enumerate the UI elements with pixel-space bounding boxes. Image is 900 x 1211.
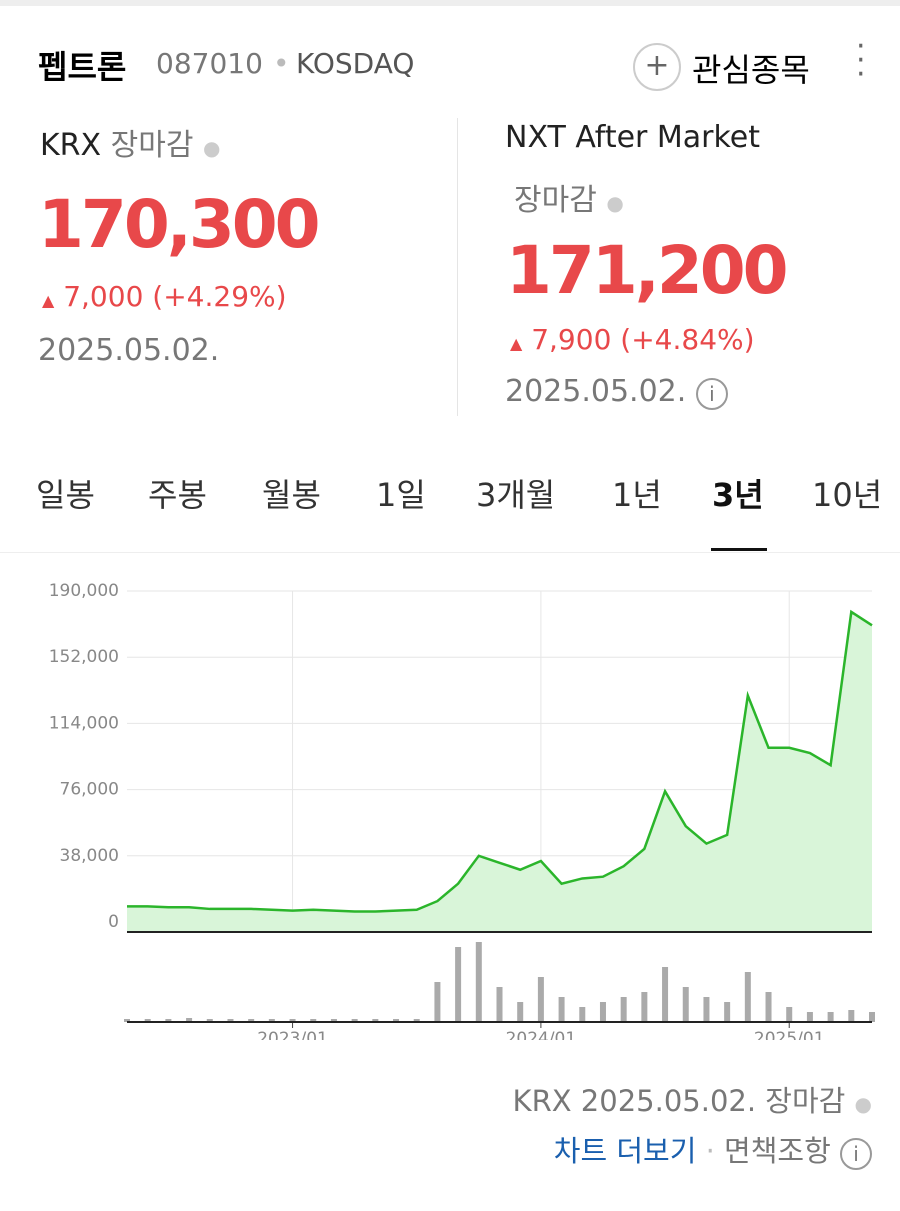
disclaimer-link[interactable]: 면책조항: [724, 1134, 831, 1168]
volume-bar: [289, 1019, 296, 1022]
period-tab[interactable]: 1년: [612, 476, 662, 514]
volume-bar: [372, 1019, 379, 1022]
change-pct: (+4.29%): [152, 280, 287, 313]
divider: [457, 118, 458, 416]
period-tab[interactable]: 월봉: [262, 476, 321, 514]
volume-bar: [227, 1019, 234, 1022]
x-tick-label: 2023/01: [257, 1029, 328, 1040]
volume-bar: [599, 1002, 606, 1022]
volume-bar: [330, 1019, 337, 1022]
status: 장마감: [110, 128, 194, 163]
market: KOSDAQ: [296, 47, 415, 80]
volume-bar: [413, 1019, 420, 1022]
volume-bar: [517, 1002, 524, 1022]
krx-date: 2025.05.02.: [38, 333, 220, 368]
volume-bar: [744, 972, 751, 1022]
volume-bar: [393, 1019, 400, 1022]
change-pct: (+4.84%): [620, 323, 755, 356]
nxt-venue: NXT After Market: [505, 120, 761, 155]
volume-bar: [703, 997, 710, 1022]
volume-bar: [165, 1019, 172, 1022]
top-shadow: [0, 0, 900, 6]
volume-bar: [455, 947, 462, 1022]
venue: KRX: [40, 128, 102, 163]
chart: 0 38,000 76,000 114,000 152,000 190,000 2023/0…: [49, 581, 875, 1040]
status: 장마감: [514, 183, 597, 218]
y-tick-label: 152,000: [49, 647, 119, 667]
volume-bar: [724, 1002, 731, 1022]
volume-bar: [248, 1019, 255, 1022]
nxt-change: ▲ 7,900 (+4.84%): [510, 323, 755, 356]
volume-bar: [124, 1019, 130, 1022]
volume-bar: [186, 1018, 193, 1022]
volume-bar: [475, 942, 482, 1022]
volume-bar: [558, 997, 565, 1022]
stock-name: 펩트론: [38, 48, 127, 86]
chart-source: KRX 2025.05.02. 장마감 ●: [512, 1084, 872, 1118]
volume-bar: [827, 1012, 834, 1022]
volume-bar: [765, 992, 772, 1022]
dot: •: [273, 47, 290, 80]
krx-venue: KRX 장마감 ●: [40, 128, 221, 163]
volume-bar: [786, 1007, 793, 1022]
y-tick-label: 0: [108, 912, 119, 932]
volume-bar: [620, 997, 627, 1022]
volume-bar: [869, 1012, 875, 1022]
y-tick-label: 190,000: [49, 581, 119, 601]
y-tick-label: 76,000: [60, 780, 119, 800]
volume-bar: [144, 1019, 151, 1022]
volume-bar: [206, 1019, 213, 1022]
period-tab[interactable]: 3년: [712, 476, 764, 514]
area: [127, 611, 872, 932]
price-line: [127, 609, 873, 913]
nxt-date: 2025.05.02. i: [505, 374, 728, 410]
volume-bar: [662, 967, 669, 1022]
add-watch-button[interactable]: +: [633, 43, 681, 91]
y-tick-label: 114,000: [49, 713, 119, 733]
volume-bar: [351, 1019, 358, 1022]
volume-bar: [641, 992, 648, 1022]
volume-bar: [496, 987, 503, 1022]
period-tab[interactable]: 3개월: [476, 476, 556, 514]
chart-links: 차트 더보기 · 면책조항 i: [554, 1128, 872, 1170]
volume-bar: [579, 1007, 586, 1022]
volume-bar: [310, 1019, 317, 1022]
period-tabs: 일봉 주봉 월봉 1일 3개월 1년 3년 10년: [0, 460, 900, 553]
volume-bar: [682, 987, 689, 1022]
volume-bar: [848, 1010, 855, 1022]
period-tab[interactable]: 일봉: [36, 476, 95, 514]
stock-code: 087010: [156, 47, 263, 80]
nxt-price: 171,200: [506, 232, 789, 309]
change: 7,900: [531, 323, 612, 356]
period-tab[interactable]: 주봉: [148, 476, 207, 514]
volume-bar: [268, 1019, 275, 1022]
krx-price: 170,300: [38, 186, 321, 263]
period-tab[interactable]: 1일: [376, 476, 426, 514]
y-tick-label: 38,000: [60, 846, 119, 866]
x-tick-label: 2024/01: [506, 1029, 577, 1040]
watch-label[interactable]: 관심종목: [692, 51, 810, 89]
period-tab[interactable]: 10년: [812, 476, 883, 514]
x-tick-label: 2025/01: [754, 1029, 825, 1040]
date: 2025.05.02.: [505, 374, 687, 409]
more-menu[interactable]: · · ·: [856, 29, 866, 92]
krx-change: ▲ 7,000 (+4.29%): [42, 280, 287, 313]
volume-bar: [806, 1012, 813, 1022]
nxt-status: 장마감 ●: [514, 183, 624, 218]
volume-bar: [537, 977, 544, 1022]
change: 7,000: [63, 280, 144, 313]
volume-bar: [434, 982, 441, 1022]
source: KRX 2025.05.02. 장마감: [512, 1084, 846, 1118]
active-underline: [711, 548, 767, 551]
more-chart-link[interactable]: 차트 더보기: [553, 1134, 697, 1168]
